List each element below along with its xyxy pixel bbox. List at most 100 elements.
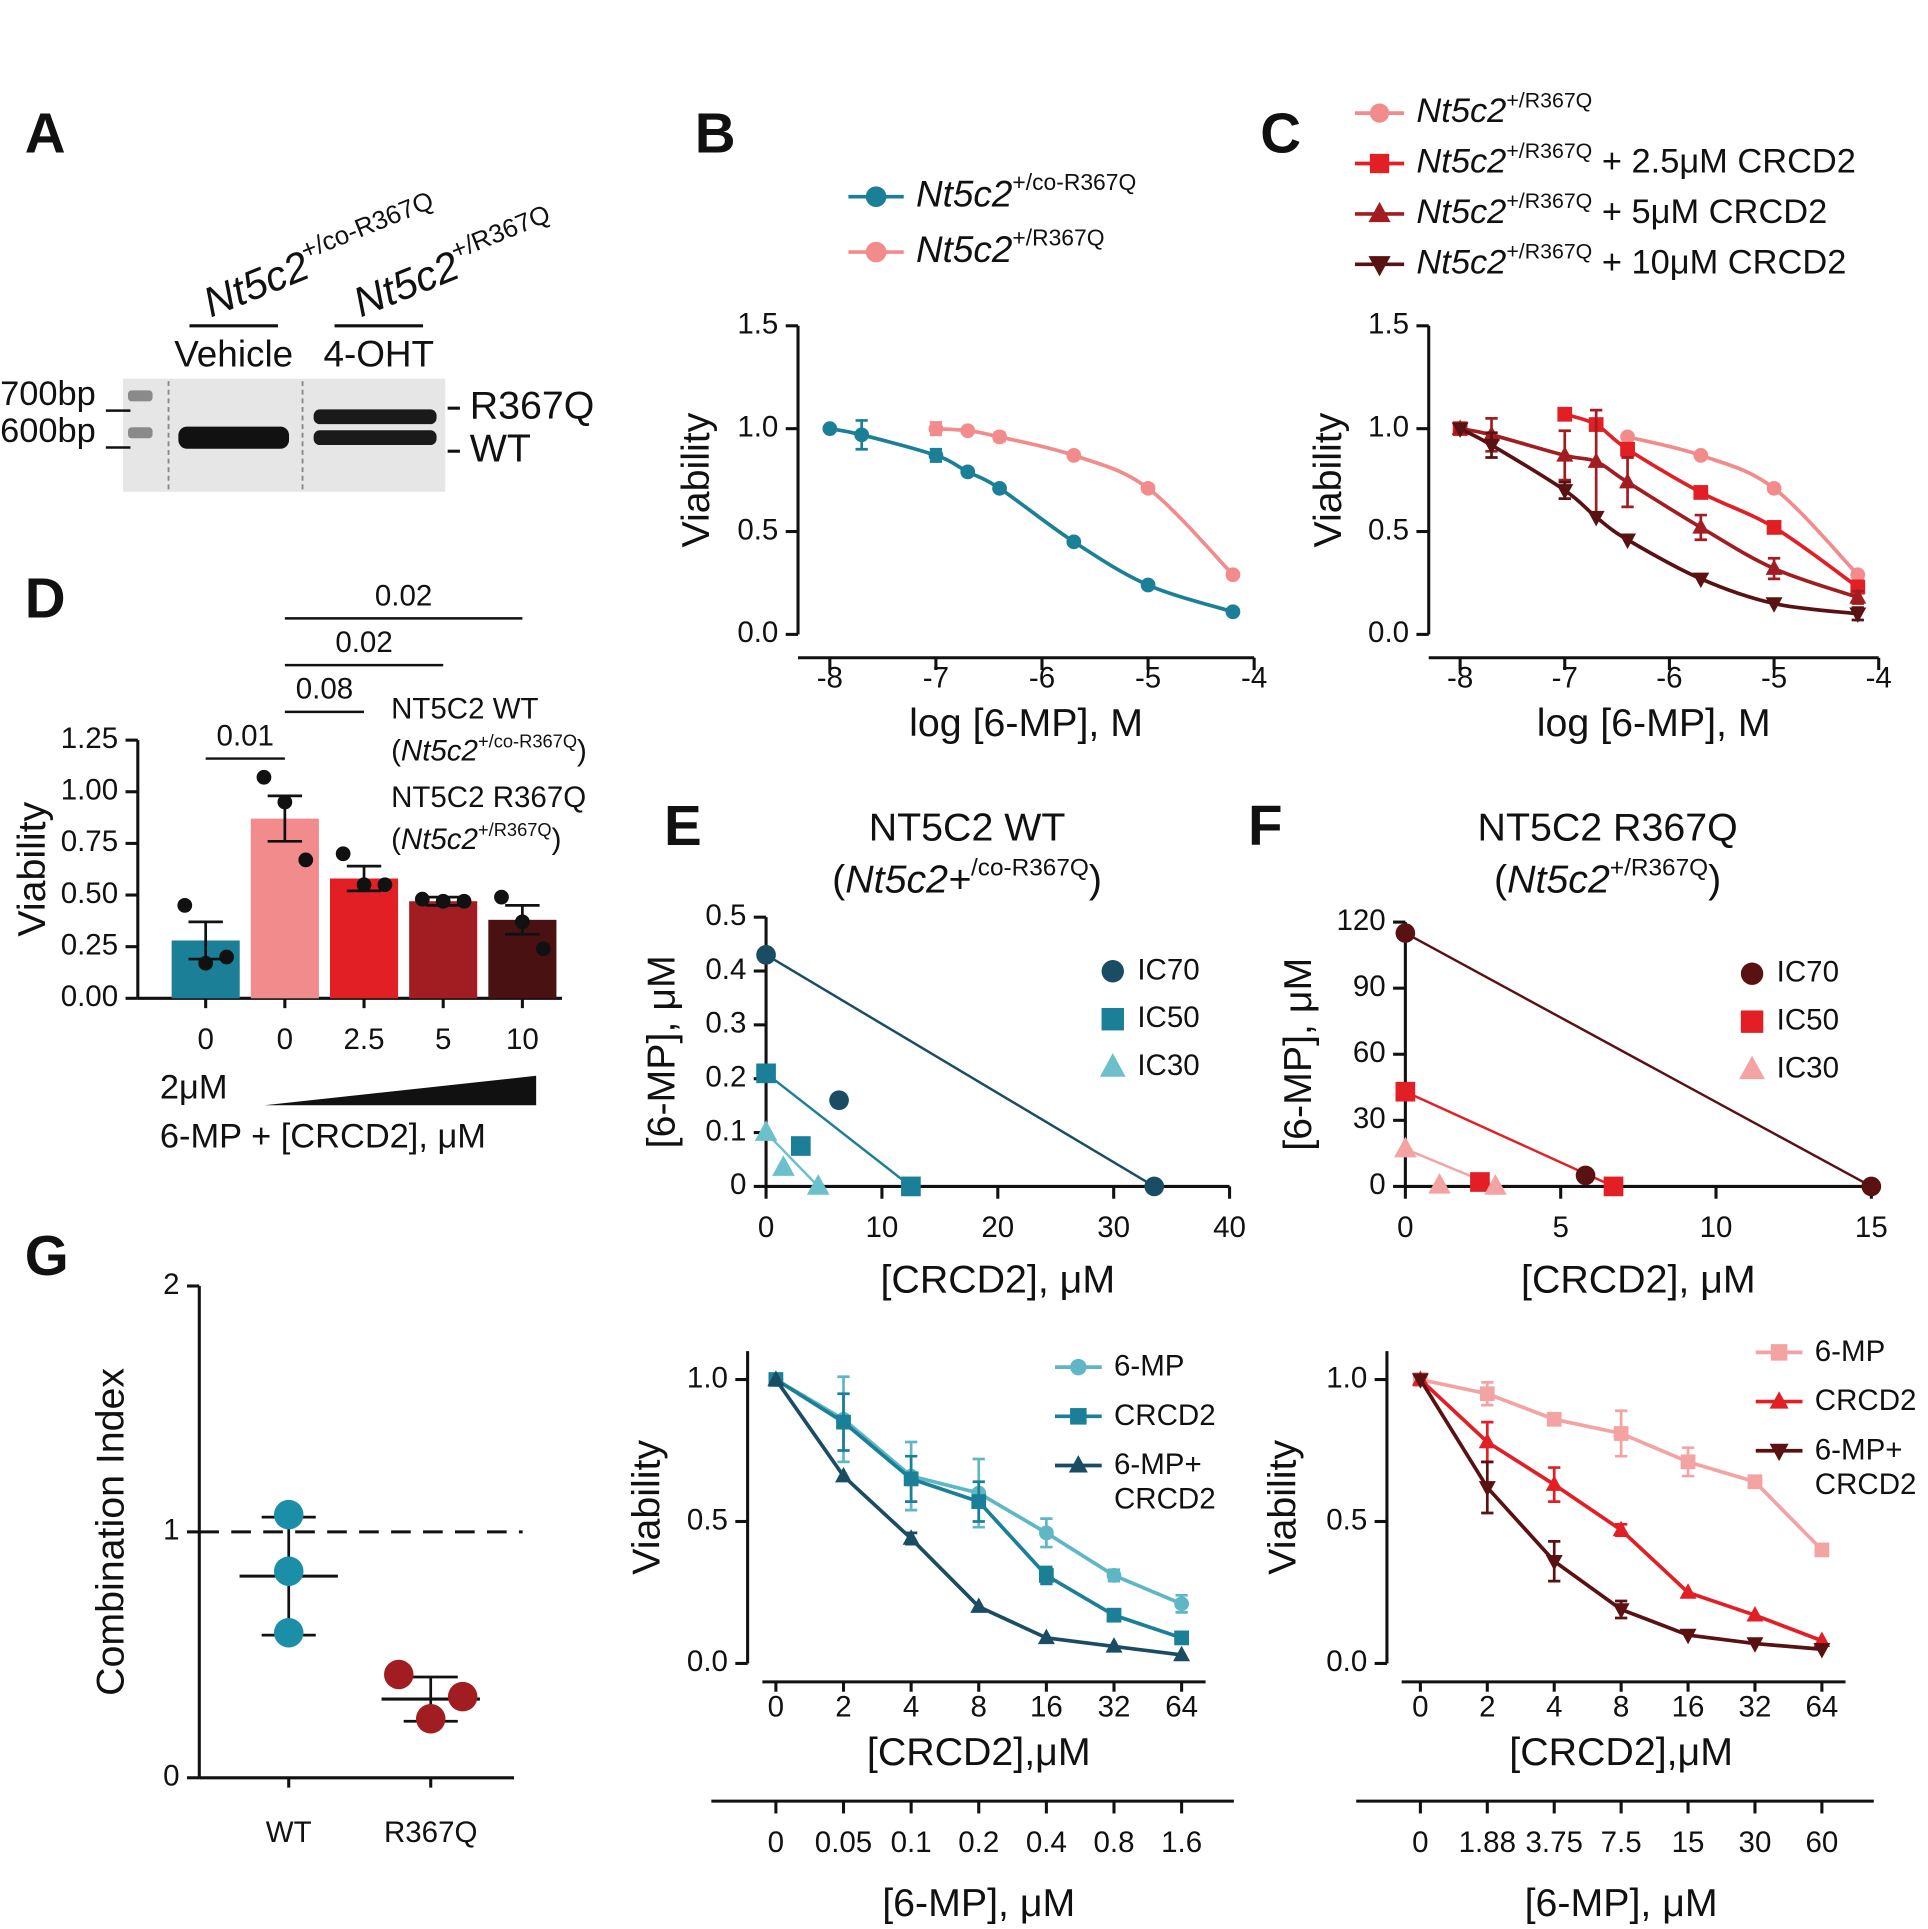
data-point [1861, 1176, 1882, 1197]
panel-label: D [25, 566, 66, 629]
data-point [1470, 1172, 1490, 1192]
x-tick-label: 64 [1165, 1691, 1198, 1724]
p-value: 0.08 [296, 673, 353, 706]
panel-label: F [1248, 794, 1283, 857]
text-part: Nt5c2 [1416, 143, 1506, 181]
x-tick-label: 10 [1700, 1211, 1733, 1244]
data-point [1140, 577, 1156, 593]
y-tick-label: 120 [1336, 904, 1385, 937]
y-axis-label: Viability [10, 801, 54, 936]
x-axis-label: log [6-MP], M [909, 701, 1143, 745]
y-tick-label: 1.00 [61, 774, 118, 807]
data-point [1613, 1426, 1629, 1441]
data-point [1765, 597, 1783, 613]
data-point [1587, 452, 1605, 468]
series-line [935, 426, 1235, 577]
text-part: Nt5c2 [401, 734, 478, 767]
panel-label: E [664, 794, 702, 857]
x-tick-label: 15 [1855, 1211, 1888, 1244]
y-tick-label: 30 [1353, 1102, 1386, 1135]
text-part: +/R367Q [1506, 239, 1592, 263]
y-tick-label: 1.25 [61, 722, 118, 755]
y-tick-label: 1 [163, 1514, 179, 1547]
x-axis-label: log [6-MP], M [1537, 701, 1771, 745]
text-part: Nt5c2+ [845, 858, 971, 902]
y-axis-label: [6-MP], μM [1276, 958, 1320, 1151]
data-point [1693, 485, 1709, 500]
lane-treatment: 4-OHT [323, 333, 434, 374]
x-tick-label: 0 [197, 1023, 213, 1056]
gel-band [178, 426, 290, 449]
y-tick-label: 0.25 [61, 928, 118, 961]
data-point [1557, 406, 1573, 422]
data-point [415, 1704, 446, 1734]
y-axis-label: Viability [625, 1440, 669, 1575]
data-point [494, 889, 509, 905]
dose-label: 2μM [160, 1068, 228, 1106]
legend-marker [1368, 201, 1391, 223]
legend-marker [1369, 103, 1390, 123]
panel-label: B [695, 102, 736, 165]
legend-box: 6-MP [1815, 1335, 1886, 1368]
data-point [1766, 480, 1782, 496]
x-tick-label: 5 [1552, 1211, 1568, 1244]
y-tick-label: 2 [163, 1268, 179, 1301]
x-tick-label: 2.5 [344, 1023, 385, 1056]
y-tick-label: 0.0 [1326, 1645, 1367, 1678]
legend-label: IC50 [1777, 1003, 1839, 1036]
y-tick-label: 0.0 [687, 1645, 728, 1678]
x-tick-label: 16 [1030, 1691, 1063, 1724]
data-point [1394, 1136, 1417, 1158]
legend-label: IC70 [1137, 953, 1199, 986]
x-tick-label: -5 [1761, 662, 1787, 695]
legend-marker [1070, 1408, 1087, 1425]
data-point [806, 1174, 830, 1195]
legend-label: 6-MP+ CRCD2 [1814, 1433, 1917, 1502]
y-axis-label: Viability [674, 412, 718, 547]
x-tick-label: R367Q [384, 1816, 477, 1849]
data-point [1849, 588, 1867, 604]
x-axis-label: [CRCD2], μM [881, 1258, 1116, 1302]
data-point [1679, 1583, 1697, 1599]
data-point [754, 1120, 778, 1141]
data-point [198, 955, 214, 971]
legend-box: CRCD2 [1815, 1384, 1917, 1417]
legend-box: 6-MP [1114, 1350, 1185, 1383]
data-point [277, 794, 293, 810]
legend-box: CRCD2 [1114, 1399, 1216, 1432]
data-point [1746, 1605, 1764, 1622]
x-tick-label: 0 [277, 1023, 293, 1056]
lane-treatment: Vehicle [174, 333, 293, 374]
legend-label: Nt5c2+/co-R367Q [916, 169, 1136, 214]
text-part: Nt5c2 [1416, 193, 1506, 231]
legend-box: 6-MP+ CRCD2 [1814, 1433, 1917, 1502]
data-point [1066, 534, 1082, 550]
chart-title: NT5C2 R367Q [1478, 805, 1738, 849]
data-point [928, 448, 944, 463]
y-tick-label: 0 [163, 1760, 179, 1793]
x-tick-label: 32 [1739, 1691, 1772, 1724]
x-tick-label: 0.1 [891, 1826, 932, 1859]
data-point [1484, 1174, 1507, 1195]
text-part: ( [391, 734, 401, 767]
x-tick-label: 30 [1739, 1826, 1772, 1859]
y-tick-label: 0.4 [705, 953, 746, 986]
data-point [1766, 520, 1782, 535]
data-point [1225, 567, 1241, 583]
data-point [447, 1681, 478, 1712]
legend-marker [1740, 1010, 1764, 1033]
text-part: + 10μM CRCD2 [1592, 243, 1846, 281]
data-point [1680, 1454, 1696, 1470]
data-point [1174, 1630, 1189, 1646]
y-tick-label: 0.1 [705, 1114, 746, 1147]
data-point [1225, 604, 1241, 620]
x-tick-label: 2 [835, 1691, 851, 1724]
gel-band [313, 409, 437, 425]
x-tick-label: -5 [1135, 662, 1161, 695]
data-point [971, 1494, 987, 1509]
text-part: +/R367Q [1506, 189, 1592, 213]
legend-label: Nt5c2+/R367Q + 2.5μM CRCD2 [1416, 138, 1855, 180]
text-part: ( [1494, 858, 1507, 902]
data-point [790, 1136, 811, 1156]
data-point [456, 893, 472, 909]
